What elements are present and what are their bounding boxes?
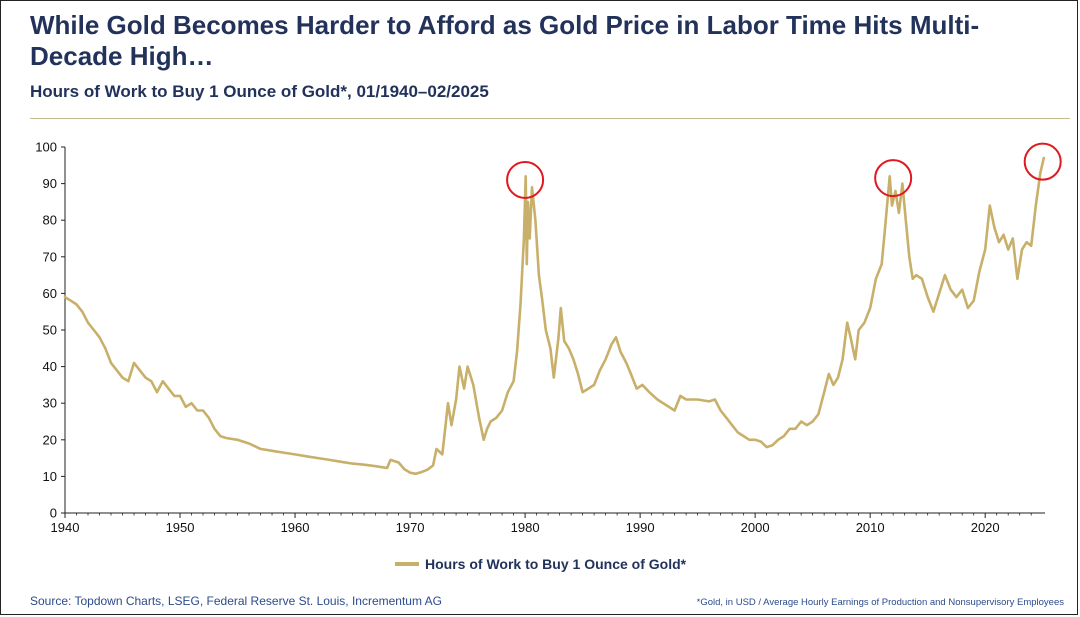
y-tick-label: 20 [43, 432, 57, 447]
y-tick-label: 70 [43, 249, 57, 264]
title-divider [30, 118, 1070, 119]
peak-highlight-circle [874, 159, 913, 198]
footnote: *Gold, in USD / Average Hourly Earnings … [696, 597, 1064, 608]
x-tick-label: 2010 [856, 520, 885, 535]
chart-legend: Hours of Work to Buy 1 Ounce of Gold* [395, 556, 686, 572]
chart-axes: 0 10 20 30 40 50 60 70 80 90 100 1940 1950 1960 1970 19… [35, 140, 1045, 535]
legend-label: Hours of Work to Buy 1 Ounce of Gold* [425, 556, 687, 572]
y-tick-label: 40 [43, 359, 57, 374]
y-tick-label: 0 [50, 506, 57, 521]
x-tick-label: 1990 [626, 520, 655, 535]
x-tick-label: 1970 [396, 520, 425, 535]
peak-highlight-circle [506, 160, 545, 199]
series-line [63, 156, 1046, 476]
chart-series [63, 156, 1046, 476]
y-tick-label: 90 [43, 176, 57, 191]
x-tick-label: 1950 [166, 520, 195, 535]
y-tick-label: 50 [43, 323, 57, 338]
y-tick-label: 60 [43, 286, 57, 301]
x-tick-label: 2000 [741, 520, 770, 535]
y-tick-label: 30 [43, 396, 57, 411]
x-tick-label: 1940 [51, 520, 80, 535]
y-tick-label: 80 [43, 213, 57, 228]
source-note: Source: Topdown Charts, LSEG, Federal Re… [30, 594, 442, 608]
peak-highlight-circle [1023, 142, 1062, 181]
x-tick-label: 1980 [511, 520, 540, 535]
peak-highlights [506, 142, 1062, 199]
x-tick-label: 1960 [281, 520, 310, 535]
y-tick-label: 10 [43, 469, 57, 484]
y-tick-label: 100 [35, 140, 57, 155]
chart-title: While Gold Becomes Harder to Afford as G… [30, 10, 980, 71]
x-tick-label: 2020 [971, 520, 1000, 535]
legend-swatch [395, 562, 419, 566]
chart-subtitle: Hours of Work to Buy 1 Ounce of Gold*, 0… [30, 82, 489, 101]
